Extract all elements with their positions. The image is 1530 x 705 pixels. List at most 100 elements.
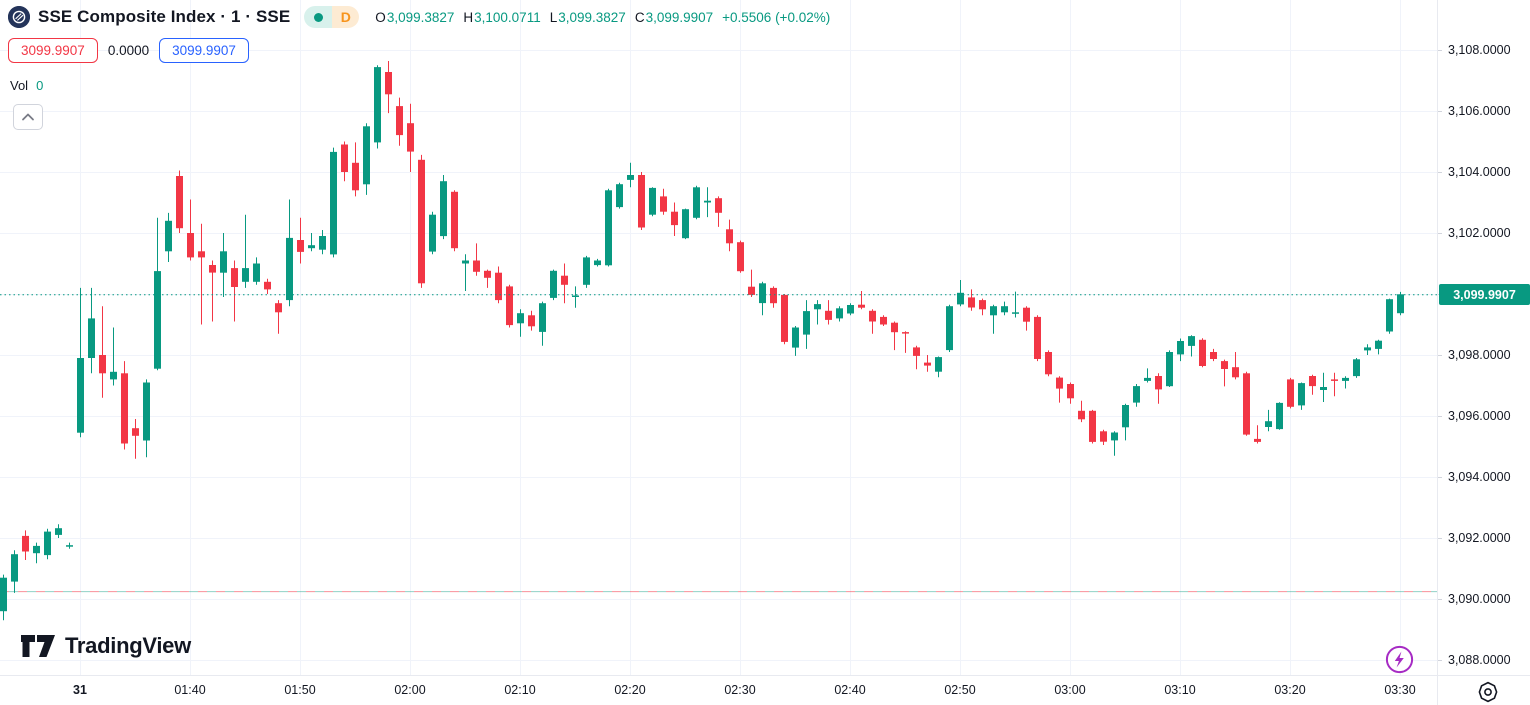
candle-03:04	[1111, 431, 1118, 456]
candle-01:50	[297, 217, 304, 264]
time-axis-label: 03:20	[1274, 683, 1306, 697]
symbol-logo-icon[interactable]	[8, 6, 30, 28]
candle-01:30	[77, 287, 84, 438]
tradingview-logo[interactable]: TradingView	[20, 633, 191, 659]
candle-02:14	[561, 263, 568, 304]
candle-02:23	[660, 188, 667, 215]
candle-01:58	[385, 61, 392, 114]
candle-02:30	[737, 240, 744, 273]
candle-02:25	[682, 208, 689, 240]
candle-02:06	[473, 243, 480, 276]
price-axis-label: 3,102.0000	[1448, 226, 1511, 240]
price-axis-label: 3,096.0000	[1448, 409, 1511, 423]
candle-02:31	[748, 269, 755, 297]
candle-03:19	[1276, 402, 1283, 430]
candle-02:09	[506, 284, 513, 328]
candle-02:39	[836, 306, 843, 322]
candle-01:23	[0, 574, 7, 621]
candle-03:20	[1287, 377, 1294, 409]
sell-price-button[interactable]: 3099.9907	[8, 38, 98, 63]
buy-price-button[interactable]: 3099.9907	[159, 38, 249, 63]
candle-03:13	[1210, 348, 1217, 362]
time-axis-label: 01:50	[284, 683, 316, 697]
market-status-dot-wrap	[304, 6, 333, 28]
candle-02:41	[858, 291, 865, 310]
candle-02:52	[979, 298, 986, 316]
candle-01:46	[253, 257, 260, 285]
candle-02:32	[759, 281, 766, 316]
time-axis-label: 03:30	[1384, 683, 1416, 697]
candle-01:44	[231, 260, 238, 322]
candle-01:54	[341, 141, 348, 182]
candle-02:02	[429, 211, 436, 255]
chevron-up-icon	[22, 113, 34, 121]
candle-03:16	[1243, 371, 1250, 436]
candle-01:28	[55, 524, 62, 538]
candle-02:46	[913, 345, 920, 370]
open-label: O	[375, 9, 386, 25]
candle-03:11	[1188, 335, 1195, 357]
candle-03:26	[1353, 358, 1360, 378]
settings-gear-button[interactable]	[1476, 680, 1500, 704]
candle-01:47	[264, 278, 271, 294]
time-axis-label: 02:00	[394, 683, 426, 697]
high-label: H	[463, 9, 474, 25]
interval-badge[interactable]: D	[304, 6, 360, 28]
high-value: 3,100.0711	[474, 9, 541, 25]
candle-02:55	[1012, 291, 1019, 318]
candle-02:28	[715, 196, 722, 227]
candle-01:39	[176, 170, 183, 233]
candle-01:24	[11, 550, 18, 593]
candle-02:49	[946, 304, 953, 352]
collapse-panel-button[interactable]	[13, 104, 43, 130]
ohlc-values: O3,099.3827 H3,100.0711 L3,099.3827 C3,0…	[375, 10, 830, 25]
market-status-dot-icon	[313, 12, 323, 22]
spread-value: 0.0000	[107, 43, 150, 58]
candle-02:21	[638, 172, 645, 230]
candle-03:28	[1375, 339, 1382, 355]
candle-02:07	[484, 269, 491, 288]
candle-02:29	[726, 219, 733, 252]
candle-01:59	[396, 97, 403, 146]
tradingview-mark-icon	[21, 635, 55, 657]
candle-02:12	[539, 301, 546, 346]
candle-02:34	[781, 294, 788, 345]
time-axis-label: 02:10	[504, 683, 536, 697]
candle-03:02	[1089, 409, 1096, 444]
candle-01:26	[33, 542, 40, 564]
candle-02:18	[605, 188, 612, 267]
price-axis-label: 3,108.0000	[1448, 43, 1511, 57]
price-axis-label: 3,104.0000	[1448, 165, 1511, 179]
candle-03:30	[1397, 291, 1404, 316]
price-axis-label: 3,098.0000	[1448, 348, 1511, 362]
price-axis-label: 3,090.0000	[1448, 592, 1511, 606]
candle-02:50	[957, 280, 964, 307]
low-value: 3,099.3827	[558, 9, 626, 25]
candle-02:47	[924, 355, 931, 372]
candle-02:17	[594, 258, 601, 267]
candle-02:45	[902, 331, 909, 353]
candle-02:20	[627, 162, 634, 188]
candle-02:26	[693, 185, 700, 220]
candle-02:24	[671, 202, 678, 236]
candle-03:07	[1144, 368, 1151, 383]
time-axis-label: 02:30	[724, 683, 756, 697]
lightning-button[interactable]	[1385, 645, 1414, 674]
symbol-title[interactable]: SSE Composite Index · 1 · SSE	[38, 7, 291, 26]
candle-01:55	[352, 142, 359, 197]
candle-03:03	[1100, 429, 1107, 445]
candle-01:33	[110, 327, 117, 386]
candle-02:44	[891, 321, 898, 351]
time-axis-label: 03:10	[1164, 683, 1196, 697]
candle-02:53	[990, 304, 997, 334]
volume-value: 0	[36, 78, 44, 93]
candle-02:05	[462, 254, 469, 291]
candle-02:57	[1034, 315, 1041, 362]
candle-03:06	[1133, 384, 1140, 407]
candle-01:52	[319, 230, 326, 255]
price-axis-label: 3,106.0000	[1448, 104, 1511, 118]
candle-02:37	[814, 300, 821, 325]
candle-02:22	[649, 187, 656, 217]
